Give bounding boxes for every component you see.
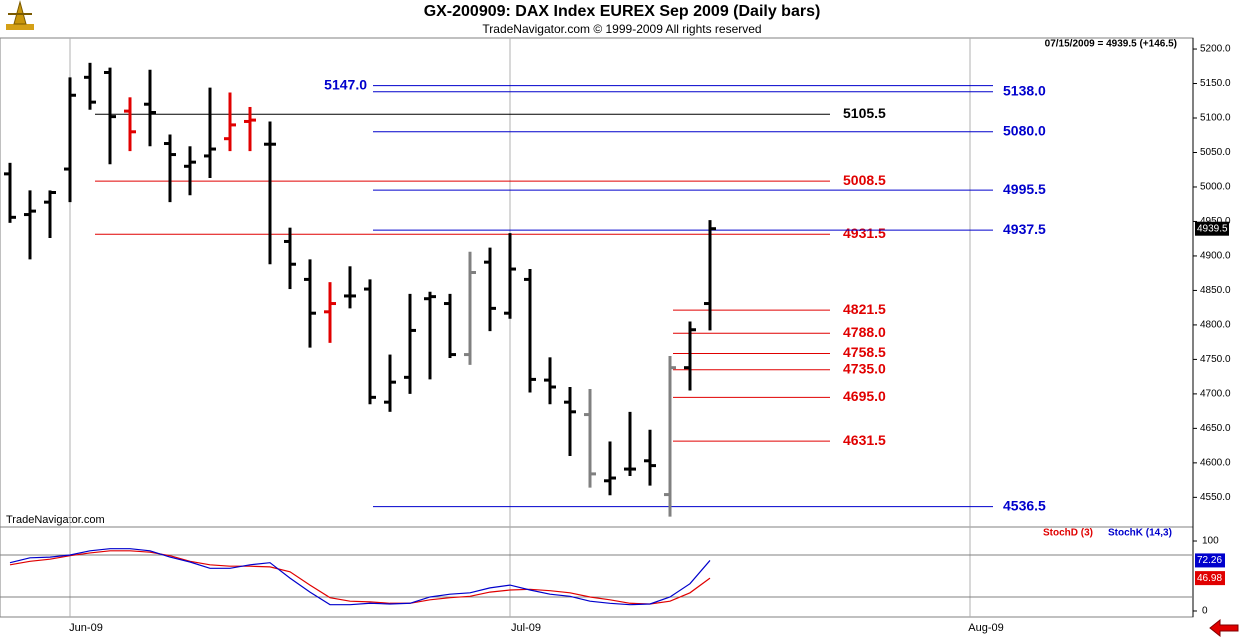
price-box	[1195, 221, 1229, 236]
y-tick-label: 5200.0	[1200, 44, 1231, 55]
value-box	[1195, 553, 1225, 568]
legend-entry: StochD (3)	[1043, 528, 1093, 539]
level-label: 4631.5	[843, 432, 886, 448]
value-box-label: 46.98	[1197, 573, 1222, 584]
level-label: 4735.0	[843, 360, 886, 376]
watermark: TradeNavigator.com	[6, 514, 105, 526]
x-tick-label: Aug-09	[968, 622, 1003, 634]
y-tick-label: 4650.0	[1200, 423, 1231, 434]
y-tick-label: 4600.0	[1200, 457, 1231, 468]
logo	[6, 0, 34, 30]
y-tick-label: 4550.0	[1200, 492, 1231, 503]
level-label: 4695.0	[843, 388, 886, 404]
level-label: 5147.0	[324, 76, 367, 92]
level-label: 4788.0	[843, 324, 886, 340]
level-label: 4536.5	[1003, 497, 1046, 513]
y-tick-label: 0	[1202, 606, 1208, 617]
level-label: 4931.5	[843, 225, 886, 241]
price-box-label: 4939.5	[1197, 223, 1228, 234]
x-tick-label: Jun-09	[69, 622, 103, 634]
y-tick-label: 4700.0	[1200, 389, 1231, 400]
chart-subtitle: TradeNavigator.com © 1999-2009 All right…	[482, 22, 761, 36]
level-label: 5138.0	[1003, 83, 1046, 99]
y-tick-label: 5000.0	[1200, 182, 1231, 193]
level-label: 5080.0	[1003, 123, 1046, 139]
y-tick-label: 4900.0	[1200, 251, 1231, 262]
level-label: 4937.5	[1003, 221, 1046, 237]
header-quote: 07/15/2009 = 4939.5 (+146.5)	[1045, 39, 1177, 50]
scroll-arrow[interactable]	[1209, 618, 1239, 638]
level-label: 4995.5	[1003, 181, 1046, 197]
y-tick-label: 4800.0	[1200, 320, 1231, 331]
y-tick-label: 4850.0	[1200, 285, 1231, 296]
legend-entry: StochK (14,3)	[1108, 528, 1172, 539]
y-tick-label: 4750.0	[1200, 354, 1231, 365]
level-label: 5105.5	[843, 105, 886, 121]
stoch-line	[9, 548, 711, 606]
y-tick-label: 100	[1202, 536, 1219, 547]
value-box	[1195, 571, 1225, 586]
level-label: 4758.5	[843, 344, 886, 360]
value-box-label: 72.26	[1197, 555, 1222, 566]
y-tick-label: 5150.0	[1200, 78, 1231, 89]
y-tick-label: 4950.0	[1200, 216, 1231, 227]
x-tick-label: Jul-09	[511, 622, 541, 634]
stoch-line	[9, 550, 711, 605]
chart-title: GX-200909: DAX Index EUREX Sep 2009 (Dai…	[424, 3, 821, 20]
logo-base	[6, 24, 34, 30]
level-label: 5008.5	[843, 172, 886, 188]
y-tick-label: 5100.0	[1200, 113, 1231, 124]
y-tick-label: 5050.0	[1200, 147, 1231, 158]
level-label: 4821.5	[843, 301, 886, 317]
